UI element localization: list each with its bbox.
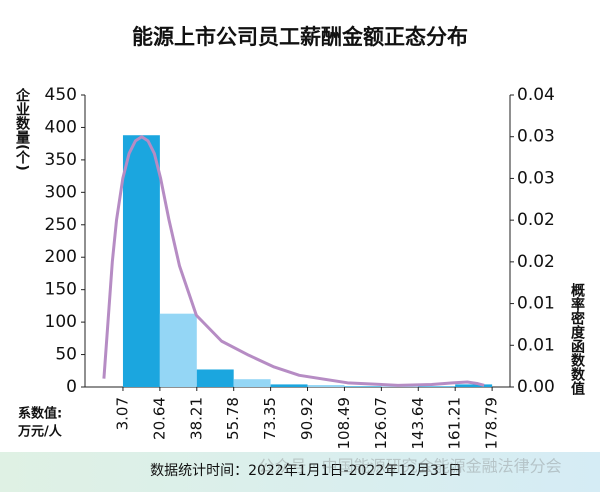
y2-tick-label: 0.02 bbox=[517, 252, 555, 272]
x-axis-label: 系数值: bbox=[18, 406, 62, 422]
bar bbox=[455, 384, 493, 387]
chart-title: 能源上市公司员工薪酬金额正态分布 bbox=[132, 25, 468, 49]
x-tick-label: 38.21 bbox=[187, 397, 205, 440]
x-tick-label: 108.49 bbox=[335, 397, 353, 450]
bar bbox=[233, 379, 271, 387]
bar bbox=[122, 135, 160, 387]
x-tick-label: 143.64 bbox=[409, 397, 427, 450]
y-tick-label: 200 bbox=[45, 247, 77, 267]
x-tick-label: 55.78 bbox=[224, 397, 242, 440]
bar bbox=[270, 384, 308, 387]
density-curve bbox=[102, 135, 485, 387]
x-tick-label: 3.07 bbox=[113, 397, 131, 430]
x-tick-label: 161.21 bbox=[446, 397, 464, 450]
y-tick-label: 250 bbox=[45, 215, 77, 235]
y-tick-label: 150 bbox=[45, 280, 77, 300]
y-tick-label: 50 bbox=[55, 345, 77, 365]
footer-band bbox=[0, 452, 600, 492]
y2-axis-label: 概率密度函数数值 bbox=[569, 282, 586, 395]
watermark: 公众号 · 中国能源研究会能源金融法律分会 bbox=[258, 457, 561, 476]
y-axis-label: 企业数量(个) bbox=[14, 87, 31, 170]
y2-tick-label: 0.00 bbox=[517, 377, 555, 397]
y2-tick-label: 0.01 bbox=[517, 335, 555, 355]
y2-tick-label: 0.01 bbox=[517, 294, 555, 314]
y-tick-label: 450 bbox=[45, 85, 77, 105]
bar bbox=[159, 313, 197, 387]
y2-tick-label: 0.04 bbox=[517, 85, 555, 105]
y2-tick-label: 0.03 bbox=[517, 127, 555, 147]
bar bbox=[418, 386, 456, 387]
y2-tick-label: 0.02 bbox=[517, 210, 555, 230]
bar bbox=[344, 386, 382, 387]
x-axis-label: 万元/人 bbox=[17, 424, 63, 440]
y-tick-label: 300 bbox=[45, 182, 77, 202]
x-tick-label: 20.64 bbox=[150, 397, 168, 440]
note: 数据统计时间：2022年1月1日-2022年12月31日 bbox=[150, 463, 462, 479]
x-tick-label: 126.07 bbox=[372, 397, 390, 450]
y-tick-label: 0 bbox=[66, 377, 77, 397]
bar bbox=[307, 385, 345, 387]
x-tick-label: 73.35 bbox=[261, 397, 279, 440]
y-tick-label: 400 bbox=[45, 117, 77, 137]
bar bbox=[196, 369, 234, 387]
y-tick-label: 100 bbox=[45, 312, 77, 332]
y2-tick-label: 0.03 bbox=[517, 168, 555, 188]
y-tick-label: 350 bbox=[45, 150, 77, 170]
x-tick-label: 90.92 bbox=[298, 397, 316, 440]
x-tick-label: 178.79 bbox=[483, 397, 501, 450]
